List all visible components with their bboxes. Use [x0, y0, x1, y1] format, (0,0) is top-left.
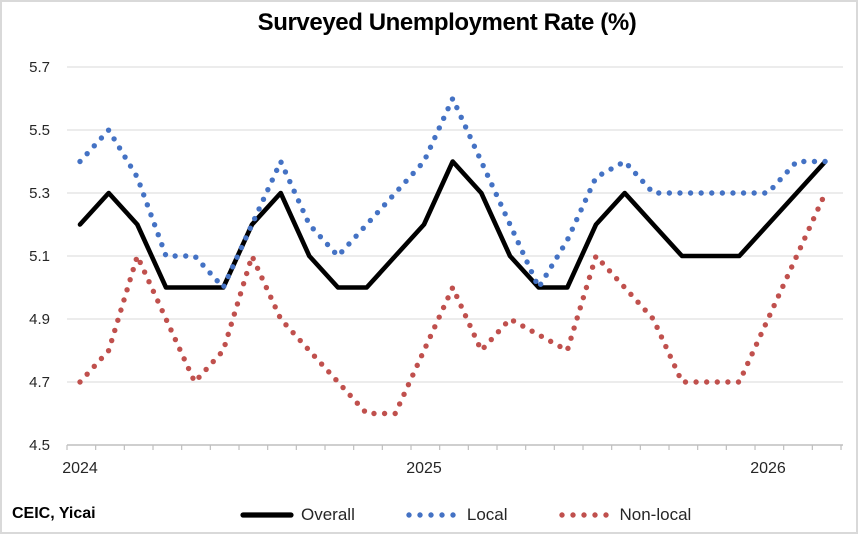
x-axis-label-2026: 2026 [750, 460, 786, 477]
y-axis-label: 4.9 [29, 311, 50, 328]
legend-label: Non-local [619, 505, 692, 524]
x-axis-label-2025: 2025 [406, 460, 442, 477]
y-axis-label: 5.1 [29, 248, 50, 265]
legend-item-overall: Overall [239, 505, 355, 525]
y-axis-label: 4.7 [29, 374, 50, 391]
legend-label: Local [466, 505, 508, 524]
y-axis-label: 5.5 [29, 122, 50, 139]
legend-swatch-dotted-line [406, 512, 460, 518]
legend: Overall Local Non-local [239, 505, 691, 525]
legend-swatch-solid-line [240, 512, 294, 518]
series-line-local [77, 95, 828, 291]
x-axis-label-2024: 2024 [62, 460, 98, 477]
chart-title: Surveyed Unemployment Rate (%) [257, 9, 637, 36]
legend-swatch-dotted-line [558, 512, 613, 518]
series-line-non-local [77, 190, 828, 417]
y-axis-label: 5.3 [29, 185, 50, 202]
y-axis-label: 5.7 [29, 59, 50, 76]
source-text: CEIC, Yicai [12, 505, 96, 522]
y-axis-label: 4.5 [29, 437, 50, 454]
legend-label: Overall [301, 505, 355, 524]
legend-item-local: Local [405, 505, 508, 525]
series-line-overall [77, 159, 828, 290]
legend-item-non-local: Non-local [558, 505, 692, 525]
